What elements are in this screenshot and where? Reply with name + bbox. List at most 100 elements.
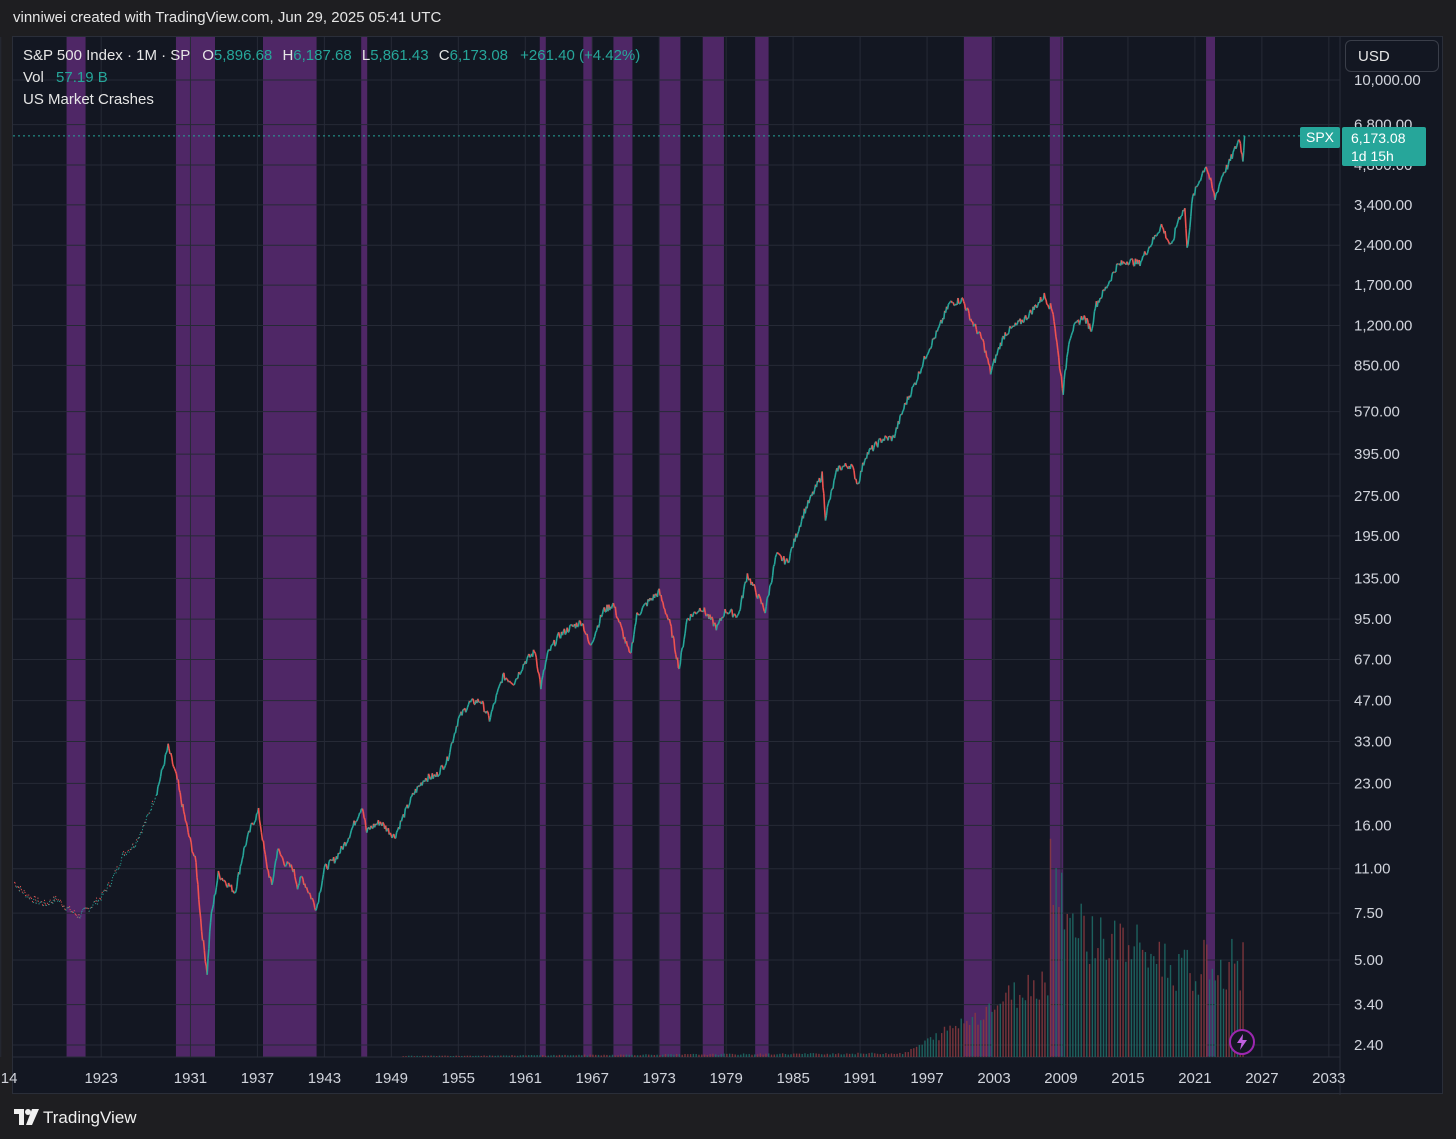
price-candle <box>789 548 793 554</box>
price-candle <box>1193 186 1197 196</box>
volume-bar <box>469 1055 471 1057</box>
price-candle <box>110 878 113 885</box>
volume-bar <box>943 1026 946 1057</box>
price-candle <box>983 342 986 353</box>
symbol-label[interactable]: S&P 500 Index · 1M · SP <box>23 47 191 64</box>
price-candle <box>266 868 269 871</box>
price-candle <box>154 795 157 799</box>
price-candle <box>761 602 765 608</box>
price-candle <box>498 683 501 687</box>
volume-bar <box>1007 985 1010 1057</box>
lightning-icon[interactable] <box>1229 1029 1255 1055</box>
price-candle <box>509 681 512 684</box>
volume-bar <box>1186 949 1188 1057</box>
price-candle <box>23 890 26 893</box>
price-candle <box>1203 167 1206 173</box>
indicator-label[interactable]: US Market Crashes <box>23 91 154 108</box>
price-candle <box>771 566 775 576</box>
price-candle <box>980 336 983 340</box>
price-candle <box>225 882 228 887</box>
price-candle <box>212 894 216 905</box>
y-tick-label: 3.40 <box>1354 997 1383 1014</box>
price-candle <box>852 466 855 471</box>
volume-bar <box>874 1053 876 1057</box>
price-candle <box>238 866 242 875</box>
price-candle <box>778 553 781 556</box>
price-candle <box>633 626 636 635</box>
brand-name[interactable]: TradingView <box>43 1108 137 1127</box>
price-candle <box>243 845 246 849</box>
volume-bar <box>452 1056 455 1057</box>
volume-bar <box>645 1054 647 1057</box>
price-candle <box>1185 228 1188 248</box>
price-candle <box>172 766 176 769</box>
bar-countdown: 1d 15h <box>1351 148 1394 164</box>
price-candle <box>108 882 111 887</box>
y-tick-label: 275.00 <box>1354 488 1400 505</box>
price-candle <box>470 698 473 701</box>
price-candle <box>91 905 94 908</box>
price-candle <box>614 606 618 616</box>
volume-bar <box>974 1012 976 1057</box>
price-candle <box>948 301 951 304</box>
price-candle <box>938 323 941 327</box>
price-candle <box>699 607 702 612</box>
price-candle <box>422 780 425 783</box>
price-candle <box>297 883 301 886</box>
price-candle <box>1101 289 1104 298</box>
price-candle <box>28 894 31 900</box>
price-candle <box>591 641 594 644</box>
price-candle <box>520 669 524 672</box>
price-candle <box>101 891 104 895</box>
price-candle <box>768 585 771 596</box>
price-candle <box>81 910 83 913</box>
volume-bar <box>608 1055 611 1057</box>
ohlc-row: S&P 500 Index · 1M · SP O5,896.68 H6,187… <box>23 45 640 67</box>
price-candle <box>312 899 315 903</box>
volume-bar <box>592 1054 594 1057</box>
price-candle <box>663 607 666 610</box>
price-candle <box>684 624 687 634</box>
price-candle <box>927 351 930 355</box>
vol-label[interactable]: Vol <box>23 69 44 86</box>
price-candle <box>514 678 517 683</box>
price-candle <box>930 345 933 349</box>
price-candle <box>1150 243 1153 246</box>
price-axis: 10,000.006,800.004,800.003,400.002,400.0… <box>1354 72 1421 1054</box>
price-candle <box>656 590 660 598</box>
volume-bar <box>461 1055 463 1057</box>
volume-bar <box>516 1055 519 1057</box>
price-candle <box>1000 337 1004 347</box>
currency-button[interactable]: USD <box>1345 40 1439 72</box>
volume-bar <box>773 1054 775 1057</box>
price-candle <box>141 825 144 834</box>
price-candle <box>534 653 538 658</box>
price-candle <box>82 908 84 911</box>
price-candle <box>1051 311 1054 315</box>
price-candle <box>103 889 106 892</box>
price-candle <box>294 876 297 882</box>
price-candle <box>25 894 28 898</box>
chart-frame[interactable] <box>12 36 1443 1094</box>
price-candle <box>1149 245 1152 248</box>
price-candle <box>305 887 309 891</box>
price-candle <box>692 611 696 615</box>
volume-bar <box>957 1028 960 1057</box>
price-candle <box>947 302 950 305</box>
volume-bar <box>1069 917 1071 1057</box>
volume-bar <box>1183 949 1186 1057</box>
volume-bar <box>826 1053 829 1057</box>
price-candle <box>279 854 283 857</box>
volume-bar <box>1158 941 1161 1057</box>
price-candle <box>824 515 828 521</box>
price-chart[interactable]: 10,000.006,800.004,800.003,400.002,400.0… <box>0 0 1456 1100</box>
volume-bar <box>1033 980 1035 1057</box>
price-candle <box>1116 263 1119 266</box>
price-candle <box>153 798 156 803</box>
price-candle <box>21 891 24 894</box>
price-candle <box>1190 196 1194 204</box>
price-candle <box>94 900 97 905</box>
tradingview-logo-icon[interactable] <box>14 1109 40 1127</box>
change-value: +261.40 (+4.42%) <box>520 47 641 64</box>
price-candle <box>1240 152 1243 155</box>
